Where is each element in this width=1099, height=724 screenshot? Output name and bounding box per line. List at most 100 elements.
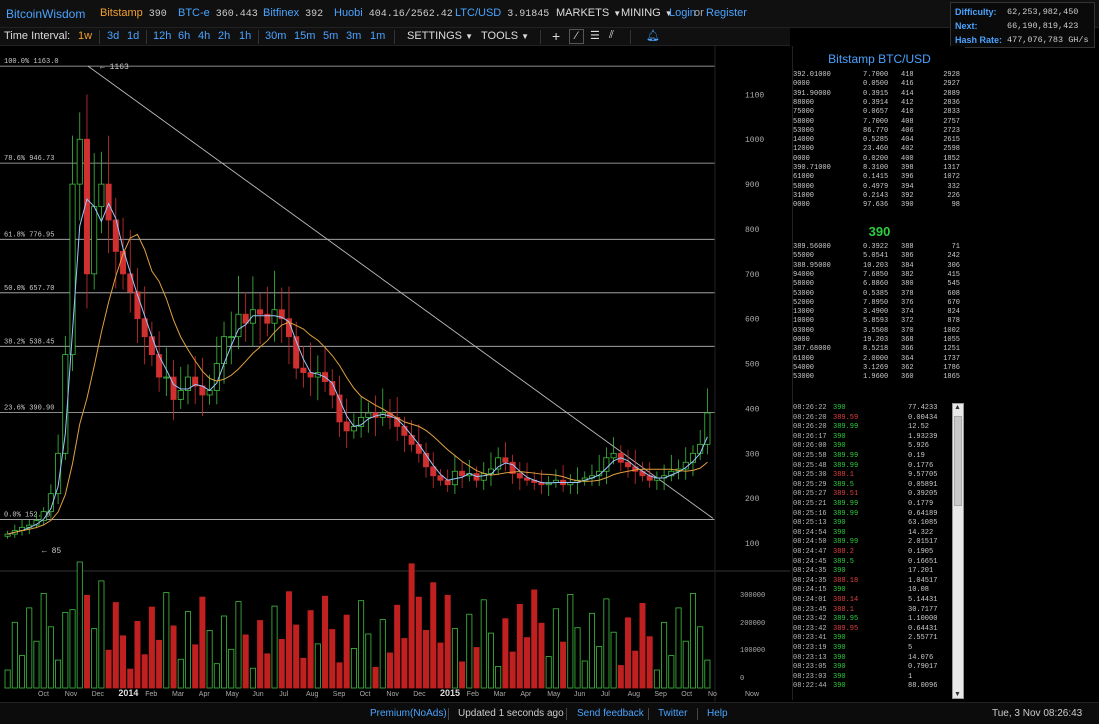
order-book-cell: 1251 <box>943 345 960 354</box>
order-book-row[interactable]: 392.01000 7.7000 418 2928 <box>793 71 966 81</box>
order-book-row[interactable]: 58000 0.4979 394 332 <box>793 183 966 193</box>
candle-body <box>423 452 430 468</box>
interval-30m[interactable]: 30m <box>265 30 287 42</box>
scroll-down-icon[interactable]: ▼ <box>954 691 961 698</box>
volume-bar <box>184 611 191 689</box>
ticker-bitfinex[interactable]: Bitfinex 392 <box>263 7 324 20</box>
candle-body <box>444 479 451 486</box>
tools-menu[interactable]: TOOLS ▼ <box>481 30 530 42</box>
order-book-cell: 0.0500 <box>863 80 889 89</box>
trade-cell: 390 <box>833 567 846 576</box>
trade-cell: 389.5 <box>833 557 855 566</box>
order-book-row[interactable]: 58000 7.7000 408 2757 <box>793 118 966 128</box>
ticker-bitstamp[interactable]: Bitstamp 390 <box>100 7 167 20</box>
volume-bar <box>524 637 531 689</box>
difficulty-label: Difficulty: <box>955 7 997 17</box>
order-book-row[interactable]: 0000 0.0200 400 1852 <box>793 155 966 165</box>
twitter-link[interactable]: Twitter <box>658 708 688 719</box>
order-book-row[interactable]: 14000 0.5285 404 2615 <box>793 136 966 146</box>
order-book-row[interactable]: 52000 7.8950 376 670 <box>793 299 966 309</box>
order-book-row[interactable]: 0000 19.203 368 1055 <box>793 336 966 346</box>
interval-6h[interactable]: 6h <box>178 30 191 42</box>
order-book-row[interactable]: 31000 0.2143 392 226 <box>793 192 966 202</box>
order-book-cell: 2723 <box>943 126 960 135</box>
order-book-row[interactable]: 0000 0.0500 416 2927 <box>793 80 966 90</box>
order-book-row[interactable]: 61000 0.1415 396 1072 <box>793 173 966 183</box>
order-book-cell: 75000 <box>793 108 815 117</box>
order-book-cell: 332 <box>947 182 960 191</box>
order-book-row[interactable]: 75000 0.0657 410 2833 <box>793 108 966 118</box>
line-tool-icon[interactable]: ⁄ <box>569 29 584 44</box>
interval-2h[interactable]: 2h <box>218 30 231 42</box>
mining-menu[interactable]: MINING ▼ <box>621 7 673 19</box>
trade-cell: 08:23:45 <box>793 605 827 614</box>
horizontal-lines-icon[interactable]: ☰ <box>590 30 600 42</box>
bell-icon[interactable]: 🔔︎ <box>646 30 660 42</box>
interval-1d[interactable]: 1d <box>127 30 140 42</box>
order-book-row[interactable]: 54000 3.1269 362 1786 <box>793 364 966 374</box>
login-link[interactable]: Login <box>669 7 696 19</box>
trade-cell: 390 <box>833 519 846 528</box>
order-book-cell: 58000 <box>793 117 815 126</box>
crosshair-icon[interactable]: + <box>552 28 561 44</box>
order-book-cell: 372 <box>901 317 914 326</box>
chevron-down-icon: ▼ <box>613 9 622 18</box>
ticker-ltc[interactable]: LTC/USD 3.91845 <box>455 7 550 20</box>
order-book-cell: 370 <box>901 326 914 335</box>
volume-bar <box>98 580 105 689</box>
chart-svg[interactable]: 1100 1000 900 800 700 600 500 400 300 200 100 100.0… <box>0 46 790 702</box>
settings-menu[interactable]: SETTINGS ▼ <box>407 30 473 42</box>
site-logo[interactable]: BitcoinWisdom <box>6 7 86 21</box>
interval-1m[interactable]: 1m <box>370 30 386 42</box>
order-book-row[interactable]: 10000 5.8593 372 878 <box>793 317 966 327</box>
scroll-up-icon[interactable]: ▲ <box>954 404 961 411</box>
order-book-row[interactable]: 58000 6.8860 380 545 <box>793 280 966 290</box>
volume-bar <box>531 589 538 689</box>
candle-body <box>98 183 105 207</box>
premium-link[interactable]: Premium(NoAds) <box>370 708 447 719</box>
scroll-thumb[interactable] <box>954 416 962 506</box>
volume-bar <box>545 656 552 689</box>
interval-4h[interactable]: 4h <box>198 30 211 42</box>
fibonacci-tool-icon[interactable]: ⫽ <box>609 29 614 41</box>
interval-1h[interactable]: 1h <box>239 30 252 42</box>
updated-status: Updated 1 seconds ago <box>458 708 564 719</box>
order-book-cell: 0.0657 <box>863 108 889 117</box>
order-book-row[interactable]: 390.71000 8.3100 398 1317 <box>793 164 966 174</box>
send-feedback-link[interactable]: Send feedback <box>577 708 644 719</box>
trades-scrollbar[interactable]: ▲ ▼ <box>952 403 964 699</box>
order-book-row[interactable]: 391.90000 0.3915 414 2889 <box>793 90 966 100</box>
order-book-cell: 1072 <box>943 173 960 182</box>
candle-body <box>55 452 62 495</box>
order-book-row[interactable]: 389.56000 0.3922 388 71 <box>793 243 966 253</box>
ticker-huobi[interactable]: Huobi 404.16/2562.42 <box>334 7 453 20</box>
markets-menu[interactable]: MARKETS ▼ <box>556 7 622 19</box>
interval-5m[interactable]: 5m <box>323 30 339 42</box>
interval-15m[interactable]: 15m <box>294 30 316 42</box>
volume-bar <box>495 666 502 689</box>
order-book-row[interactable]: 388.95000 10.203 384 306 <box>793 262 966 272</box>
trade-cell: 388.2 <box>833 548 855 556</box>
price-chart[interactable]: 1100 1000 900 800 700 600 500 400 300 200 100 100.0… <box>0 46 790 702</box>
order-book-row[interactable]: 61000 2.0000 364 1737 <box>793 355 966 365</box>
interval-3m[interactable]: 3m <box>346 30 362 42</box>
order-book-row[interactable]: 387.68000 8.5218 366 1251 <box>793 345 966 355</box>
order-book-row[interactable]: 88000 0.3914 412 2836 <box>793 99 966 109</box>
ticker-btce[interactable]: BTC-e 360.443 <box>178 7 258 20</box>
order-book-row[interactable]: 0000 97.636 390 98 <box>793 201 966 211</box>
order-book-row[interactable]: 53000 0.5385 378 608 <box>793 290 966 300</box>
interval-12h[interactable]: 12h <box>153 30 172 42</box>
interval-3d[interactable]: 3d <box>107 30 120 42</box>
order-book-row[interactable]: 55000 5.0541 386 242 <box>793 252 966 262</box>
order-book-row[interactable]: 12000 23.460 402 2598 <box>793 145 966 155</box>
interval-1w[interactable]: 1w <box>78 30 93 42</box>
order-book-row[interactable]: 13000 3.4900 374 824 <box>793 308 966 318</box>
order-book-row[interactable]: 94000 7.6850 382 415 <box>793 271 966 281</box>
order-book-row[interactable]: 03000 3.5508 370 1002 <box>793 327 966 337</box>
order-book-row[interactable]: 53000 1.9600 360 1865 <box>793 373 966 383</box>
register-link[interactable]: Register <box>706 7 747 19</box>
help-link[interactable]: Help <box>707 708 728 719</box>
order-book-cell: 390.71000 <box>793 164 831 172</box>
candle-body <box>524 477 531 481</box>
order-book-row[interactable]: 53000 86.770 406 2723 <box>793 127 966 137</box>
